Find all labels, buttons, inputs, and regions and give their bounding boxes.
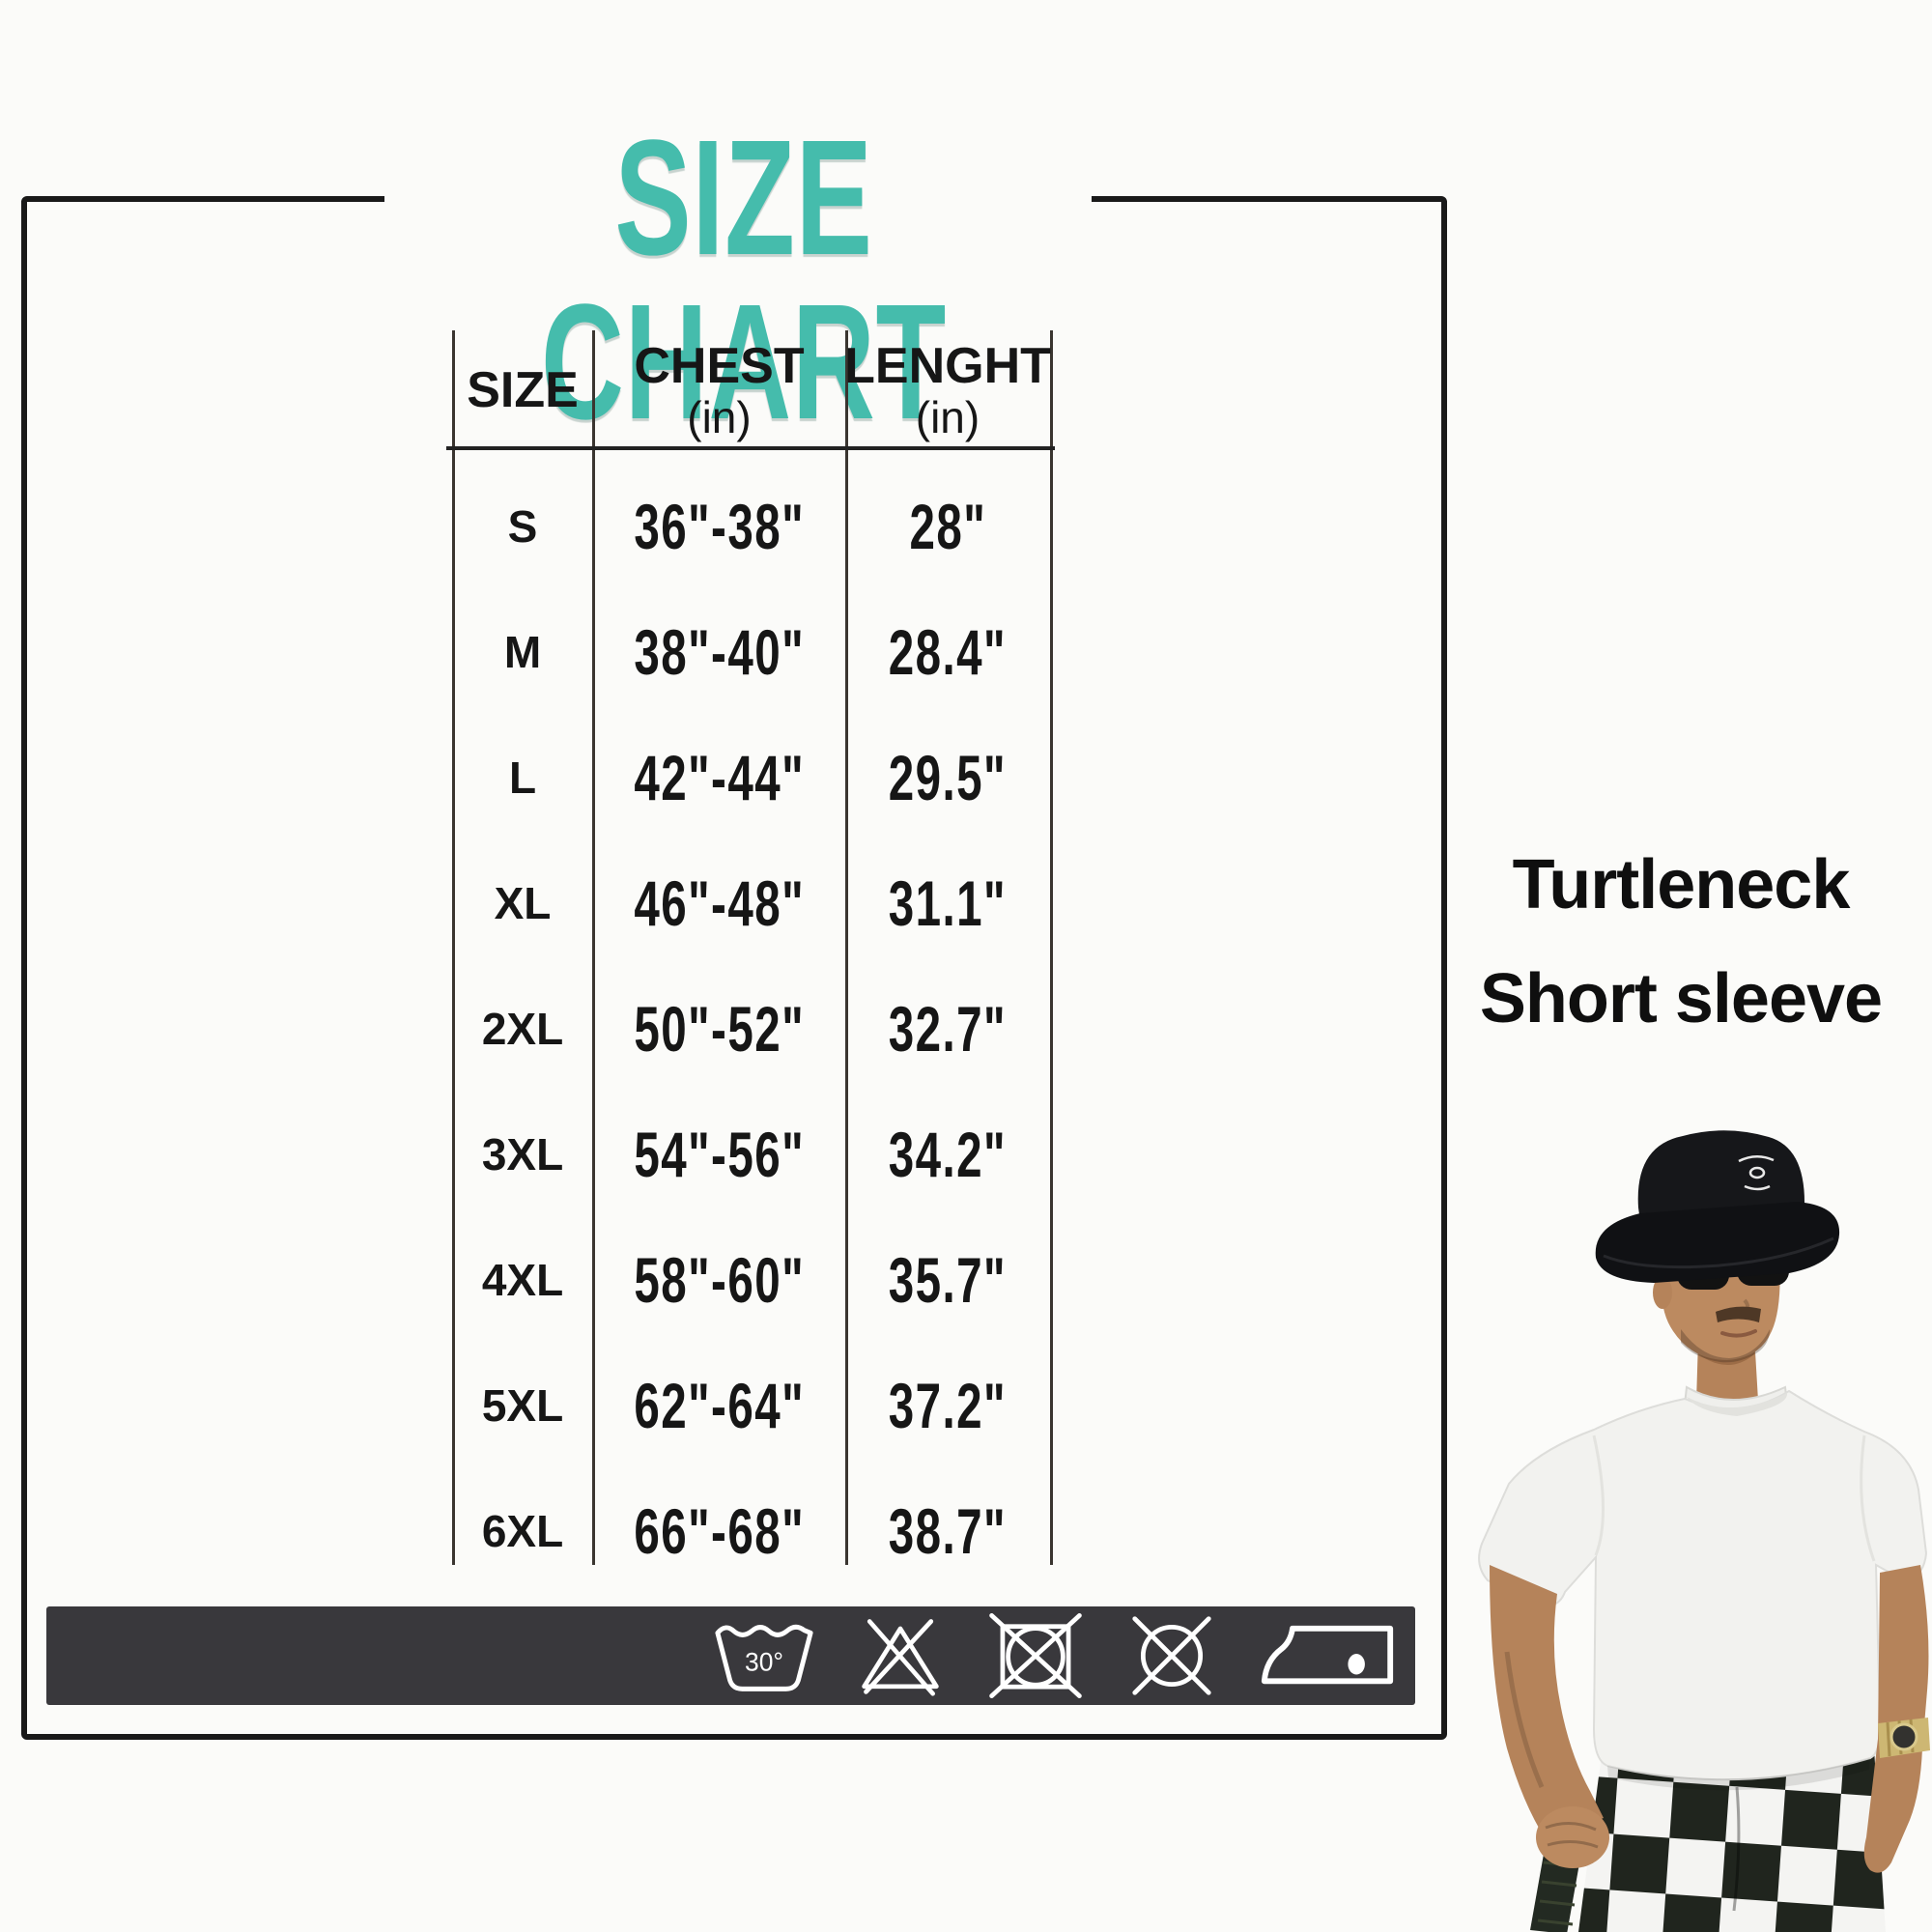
table-row: 5XL 62"-64" 37.2"	[452, 1343, 1050, 1468]
do-not-bleach-icon	[862, 1619, 939, 1696]
table-row: 3XL 54"-56" 34.2"	[452, 1092, 1050, 1217]
feature-line-turtleneck: Turtleneck	[1512, 846, 1851, 923]
mouth	[1720, 1329, 1757, 1338]
chest-cell: 62"-64"	[634, 1370, 805, 1441]
length-cell: 35.7"	[888, 1244, 1008, 1316]
table-row: 4XL 58"-60" 35.7"	[452, 1217, 1050, 1343]
header-length: LENGHT (in)	[844, 333, 1051, 447]
watch-face	[1889, 1722, 1918, 1751]
header-size-label: SIZE	[467, 361, 579, 418]
turtleneck-shirt	[1478, 1389, 1928, 1791]
table-row: S 36"-38" 28"	[452, 464, 1050, 589]
size-cell: L	[508, 753, 537, 803]
right-arm	[1863, 1565, 1930, 1873]
left-arm	[1490, 1565, 1609, 1868]
size-table-body: S 36"-38" 28" M 38"-40" 28.4" L 42"-44" …	[452, 464, 1050, 1594]
chest-cell: 66"-68"	[634, 1495, 805, 1567]
size-cell: 2XL	[481, 1004, 564, 1054]
page-title-text: SIZE CHART	[541, 106, 947, 454]
model-photo	[1478, 1130, 1930, 1932]
pants-seam	[1732, 1786, 1741, 1912]
table-divider-chest-length	[845, 330, 848, 1565]
length-cell: 28"	[909, 491, 986, 562]
chest-cell: 38"-40"	[634, 616, 805, 688]
brim-edge-highlight	[1603, 1236, 1834, 1269]
size-cell: XL	[494, 878, 552, 928]
length-cell: 37.2"	[888, 1370, 1008, 1441]
fist	[1536, 1806, 1609, 1868]
collar-seam	[1687, 1393, 1788, 1416]
table-row: M 38"-40" 28.4"	[452, 589, 1050, 715]
title-border-gap	[384, 145, 1092, 251]
table-row: XL 46"-48" 31.1"	[452, 840, 1050, 966]
chest-cell: 58"-60"	[634, 1244, 805, 1316]
table-header: SIZE CHEST (in) LENGHT (in)	[452, 333, 1051, 447]
chest-cell: 50"-52"	[634, 993, 805, 1065]
table-row: L 42"-44" 29.5"	[452, 715, 1050, 840]
header-chest: CHEST (in)	[593, 333, 845, 447]
checkered-pants	[1578, 1748, 1886, 1932]
length-cell: 32.7"	[888, 993, 1008, 1065]
knuckles	[1545, 1822, 1599, 1849]
left-sleeve-seam	[1592, 1435, 1605, 1556]
size-cell: 6XL	[481, 1506, 564, 1556]
do-not-tumble-dry-icon	[989, 1612, 1082, 1699]
iron-dot	[1348, 1654, 1365, 1675]
hem-shadow	[1607, 1758, 1870, 1791]
length-cell: 34.2"	[888, 1119, 1008, 1190]
length-cell: 29.5"	[888, 742, 1008, 813]
length-cell: 31.1"	[888, 867, 1008, 939]
header-length-label: LENGHT	[844, 337, 1051, 394]
size-cell: 5XL	[481, 1380, 564, 1431]
model-head	[1595, 1130, 1840, 1434]
chest-cell: 46"-48"	[634, 867, 805, 939]
size-cell: S	[507, 501, 538, 552]
care-instructions-bar: 30°	[46, 1606, 1415, 1705]
chest-cell: 42"-44"	[634, 742, 805, 813]
table-divider-size-chest	[592, 330, 595, 1565]
bucket-hat	[1595, 1130, 1840, 1283]
table-row: 2XL 50"-52" 32.7"	[452, 966, 1050, 1092]
chest-cell: 36"-38"	[634, 491, 805, 562]
size-cell: 3XL	[481, 1129, 564, 1179]
feature-line-short-sleeve: Short sleeve	[1479, 960, 1883, 1037]
right-sleeve-seam	[1860, 1435, 1876, 1562]
size-cell: 4XL	[481, 1255, 564, 1305]
hat-logo-emblem	[1738, 1155, 1775, 1191]
arm-shading	[1504, 1651, 1545, 1788]
length-cell: 28.4"	[888, 616, 1008, 688]
table-header-separator	[446, 446, 1055, 450]
length-cell: 38.7"	[888, 1495, 1008, 1567]
header-chest-label: CHEST	[634, 337, 805, 394]
do-not-dry-clean-icon	[1132, 1616, 1211, 1695]
header-length-unit: (in)	[915, 392, 980, 443]
wash-30-icon: 30°	[715, 1624, 813, 1691]
iron-low-icon	[1261, 1625, 1394, 1685]
table-left-line	[452, 330, 455, 1565]
table-right-line	[1050, 330, 1053, 1565]
mustache	[1716, 1306, 1761, 1322]
product-feature-text: Turtleneck Short sleeve	[1454, 850, 1908, 1034]
size-cell: M	[503, 627, 542, 677]
chest-cell: 54"-56"	[634, 1119, 805, 1190]
ear	[1653, 1276, 1672, 1309]
table-row: 6XL 66"-68" 38.7"	[452, 1468, 1050, 1594]
page-title: SIZE CHART	[319, 116, 1169, 444]
header-chest-unit: (in)	[687, 392, 752, 443]
wash-temp-label: 30°	[745, 1648, 783, 1677]
stubble-shading	[1681, 1329, 1770, 1363]
header-size: SIZE	[452, 333, 593, 447]
